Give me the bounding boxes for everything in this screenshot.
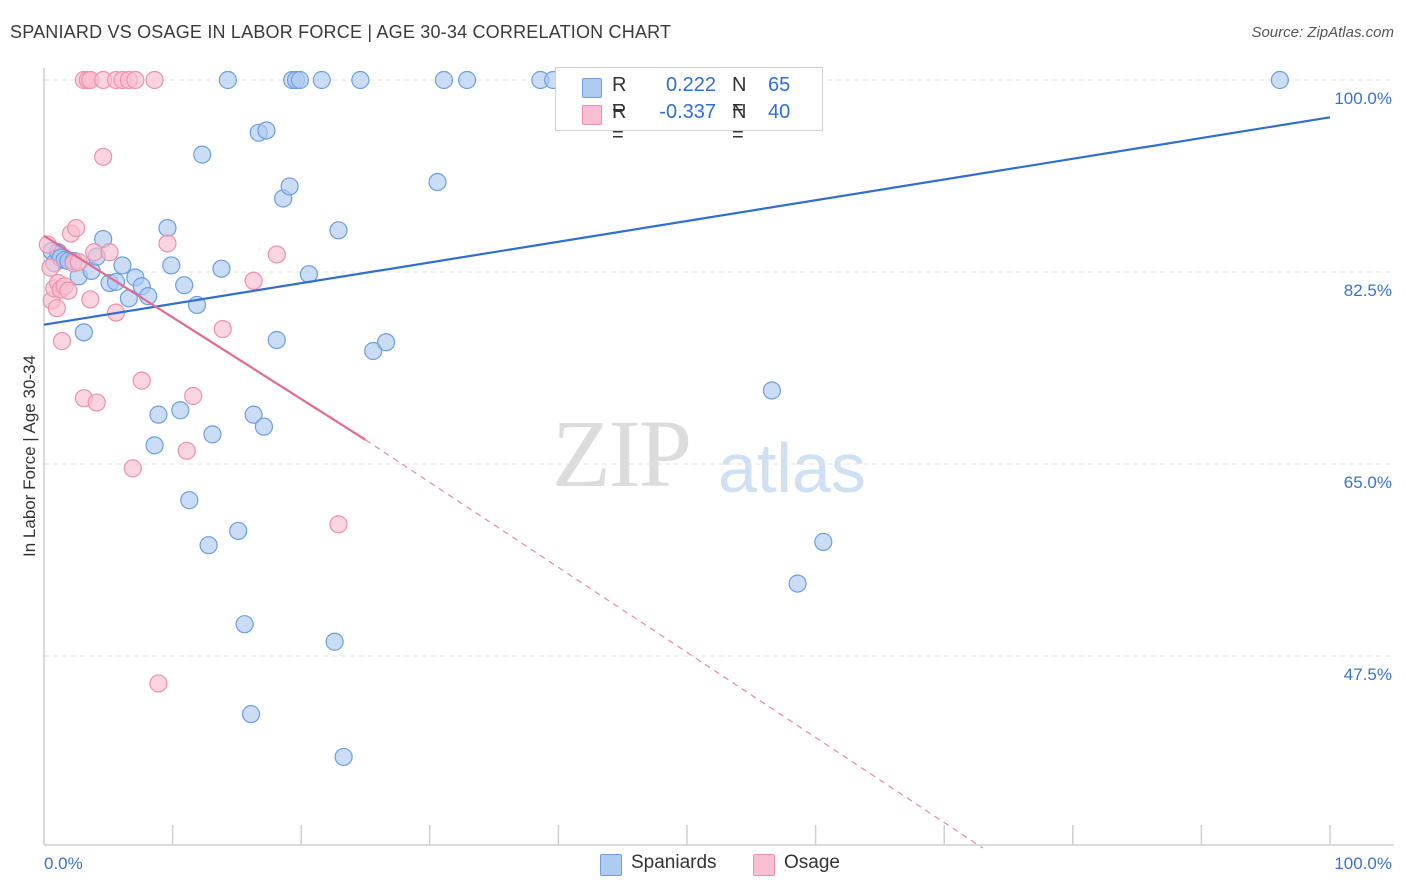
osage-point: [94, 147, 113, 166]
spaniard-point: [434, 70, 454, 90]
y-tick-label: 47.5%: [1344, 665, 1392, 684]
series-legend: Spaniards Osage: [0, 851, 1406, 877]
x-tick-label: 0.0%: [44, 854, 83, 873]
r-value: -0.337: [659, 101, 716, 123]
osage-point: [184, 386, 203, 406]
spaniard-point: [1270, 70, 1289, 90]
n-label: N =: [732, 74, 747, 119]
spaniard-point: [162, 256, 181, 275]
spaniard-point: [241, 705, 261, 724]
spaniards-swatch: [582, 78, 602, 98]
watermark-zip: ZIP: [552, 400, 692, 507]
n-label: N =: [732, 101, 747, 146]
osage-point: [41, 258, 60, 277]
osage-point: [145, 70, 164, 90]
source-credit: Source: ZipAtlas.com: [1251, 24, 1394, 41]
x-tick-label: 100.0%: [1334, 854, 1392, 873]
osage-point: [85, 243, 104, 262]
osage-point: [158, 234, 177, 253]
osage-point: [52, 332, 72, 351]
n-value: 40: [768, 101, 791, 123]
spaniard-point: [113, 256, 132, 275]
watermark-atlas: atlas: [718, 429, 866, 507]
spaniard-point: [235, 615, 254, 634]
spaniard-point: [257, 121, 276, 140]
osage-trend-extension: [365, 439, 984, 849]
r-label: R =: [612, 74, 627, 119]
osage-point: [100, 243, 119, 262]
spaniard-point: [203, 425, 222, 444]
spaniard-point: [254, 417, 274, 436]
spaniard-point: [364, 341, 383, 361]
spaniard-point: [457, 70, 477, 90]
osage-point: [87, 393, 106, 412]
chart-title: SPANIARD VS OSAGE IN LABOR FORCE | AGE 3…: [10, 22, 672, 42]
osage-swatch: [582, 105, 602, 125]
spaniard-point: [334, 747, 353, 767]
spaniard-point: [180, 491, 199, 510]
spaniard-point: [244, 405, 263, 424]
osage-point: [244, 271, 263, 290]
spaniard-point: [329, 221, 348, 240]
spaniard-point: [199, 536, 218, 555]
r-value: 0.222: [665, 74, 716, 96]
spaniard-point: [267, 330, 286, 350]
osage-point: [149, 674, 168, 693]
spaniard-point: [428, 172, 447, 192]
osage-point: [177, 441, 196, 460]
correlation-legend: R = 0.222 N = 65 R = -0.337 N = 40: [555, 67, 823, 146]
r-label: R =: [612, 101, 627, 146]
y-tick-label: 65.0%: [1344, 473, 1392, 492]
spaniards-trend-line: [43, 116, 1331, 326]
spaniard-point: [280, 177, 299, 196]
osage-point: [81, 290, 100, 309]
osage-point: [213, 319, 232, 339]
osage-point: [267, 245, 286, 264]
y-tick-label: 100.0%: [1334, 89, 1392, 108]
osage-point: [126, 70, 145, 90]
legend-label-osage: Osage: [784, 852, 840, 873]
osage-point: [47, 299, 66, 318]
spaniard-point: [193, 145, 212, 164]
spaniard-point: [212, 259, 231, 278]
spaniard-point: [158, 219, 177, 238]
osage-trend-line: [43, 234, 367, 441]
spaniard-point: [312, 70, 331, 90]
spaniard-point: [171, 401, 190, 420]
n-value: 65: [768, 74, 791, 96]
osage-point: [123, 459, 142, 478]
spaniard-point: [762, 381, 781, 400]
spaniard-point: [175, 276, 194, 295]
spaniard-point: [229, 521, 248, 541]
osage-point: [59, 281, 78, 300]
spaniard-point: [376, 333, 396, 352]
spaniard-point: [351, 70, 370, 90]
spaniard-point: [788, 574, 807, 593]
osage-point: [329, 515, 348, 534]
spaniard-point: [325, 632, 344, 651]
y-tick-label: 82.5%: [1344, 281, 1392, 300]
spaniard-point: [74, 323, 93, 342]
spaniard-point: [290, 70, 310, 90]
spaniard-point: [149, 405, 168, 424]
spaniards-legend-swatch: [600, 854, 622, 876]
osage-point: [132, 371, 151, 390]
spaniard-point: [145, 436, 164, 455]
legend-label-spaniards: Spaniards: [631, 852, 717, 873]
osage-point: [67, 219, 86, 238]
osage-legend-swatch: [753, 854, 775, 876]
spaniard-point: [814, 532, 833, 551]
spaniard-point: [218, 70, 237, 90]
